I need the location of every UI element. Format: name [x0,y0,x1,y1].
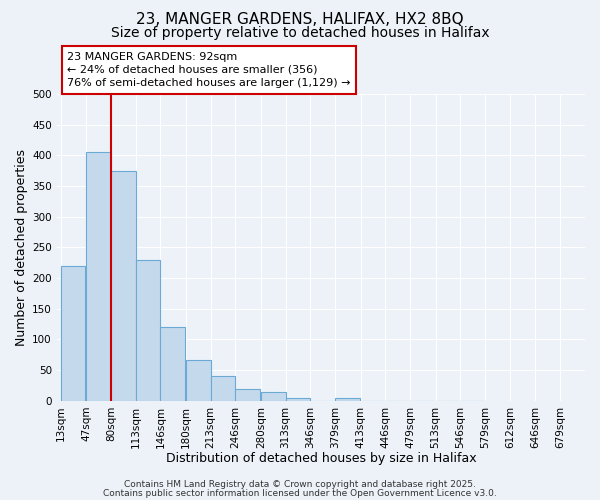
Bar [186,360,211,401]
Text: Size of property relative to detached houses in Halifax: Size of property relative to detached ho… [110,26,490,40]
Y-axis label: Number of detached properties: Number of detached properties [15,149,28,346]
Bar [111,171,136,401]
Bar [61,266,85,401]
X-axis label: Distribution of detached houses by size in Halifax: Distribution of detached houses by size … [166,452,476,465]
Bar [136,260,160,401]
Bar [160,327,185,401]
Text: Contains HM Land Registry data © Crown copyright and database right 2025.: Contains HM Land Registry data © Crown c… [124,480,476,489]
Bar [335,398,360,401]
Bar [286,398,310,401]
Bar [86,152,111,401]
Text: 23 MANGER GARDENS: 92sqm
← 24% of detached houses are smaller (356)
76% of semi-: 23 MANGER GARDENS: 92sqm ← 24% of detach… [67,52,351,88]
Bar [235,388,260,401]
Text: Contains public sector information licensed under the Open Government Licence v3: Contains public sector information licen… [103,488,497,498]
Text: 23, MANGER GARDENS, HALIFAX, HX2 8BQ: 23, MANGER GARDENS, HALIFAX, HX2 8BQ [136,12,464,28]
Bar [261,392,286,401]
Bar [211,376,235,401]
